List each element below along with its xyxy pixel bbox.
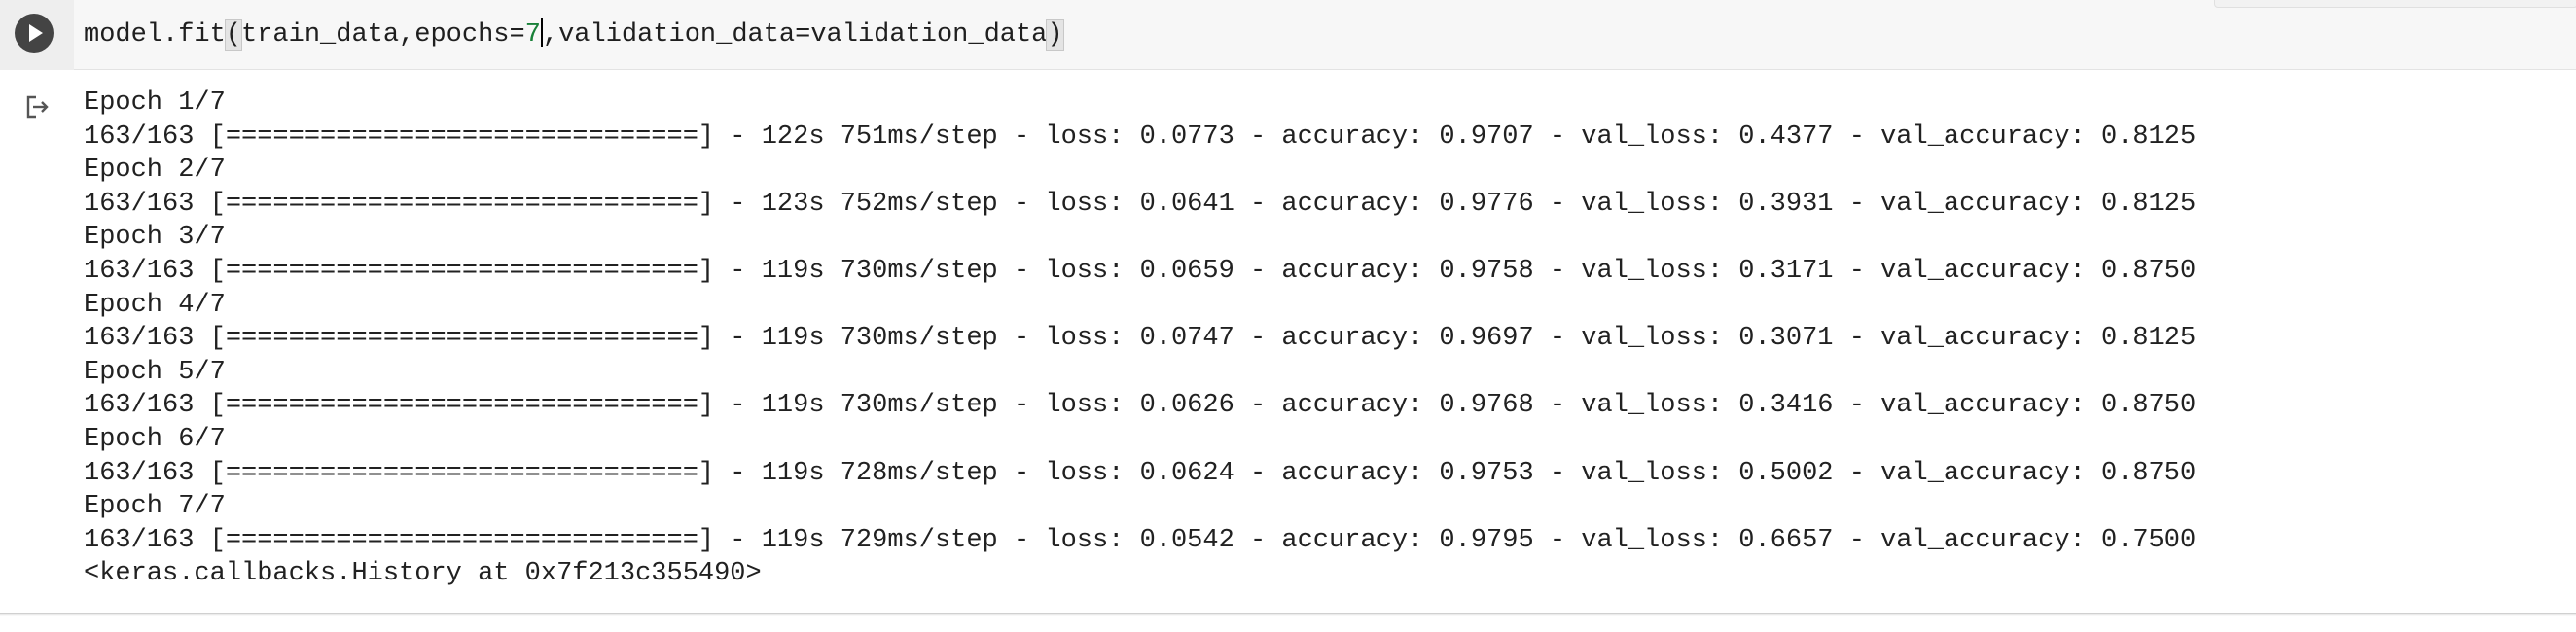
code-args-after: ,validation_data=validation_data [542,20,1048,50]
code-editor[interactable]: model.fit(train_data,epochs=7,validation… [74,0,2576,70]
output-line: 163/163 [==============================]… [84,189,2197,219]
play-icon [29,24,43,42]
code-function: model.fit [84,20,226,50]
code-open-paren: ( [224,19,243,51]
code-close-paren: ) [1046,19,1064,51]
output-line: 163/163 [==============================]… [84,525,2197,555]
text-cursor [540,18,543,47]
code-row: model.fit(train_data,epochs=7,validation… [0,0,2576,70]
code-args-before: train_data,epochs= [241,20,525,50]
output-line: Epoch 3/7 [84,223,226,253]
output-line: 163/163 [==============================]… [84,458,2197,488]
code-epochs-value: 7 [524,20,541,50]
output-area: Epoch 1/7 163/163 [======================… [84,87,2555,591]
output-line: Epoch 2/7 [84,156,226,186]
code-line[interactable]: model.fit(train_data,epochs=7,validation… [84,18,1064,52]
output-line: 163/163 [==============================]… [84,324,2197,354]
output-line: Epoch 5/7 [84,357,226,387]
output-line: <keras.callbacks.History at 0x7f213c3554… [84,559,762,589]
output-line: 163/163 [==============================]… [84,256,2197,286]
output-line: Epoch 7/7 [84,492,226,522]
cell-bottom-shadow [0,613,2576,616]
output-line: 163/163 [==============================]… [84,122,2197,152]
output-line: Epoch 4/7 [84,290,226,320]
output-gutter [0,70,74,614]
output-line: Epoch 1/7 [84,88,226,118]
output-line: 163/163 [==============================]… [84,391,2197,421]
run-cell-button[interactable] [15,14,54,53]
run-gutter [0,0,74,70]
output-arrow-icon[interactable] [21,91,53,123]
output-line: Epoch 6/7 [84,424,226,454]
cell-toolbar [2214,0,2576,8]
